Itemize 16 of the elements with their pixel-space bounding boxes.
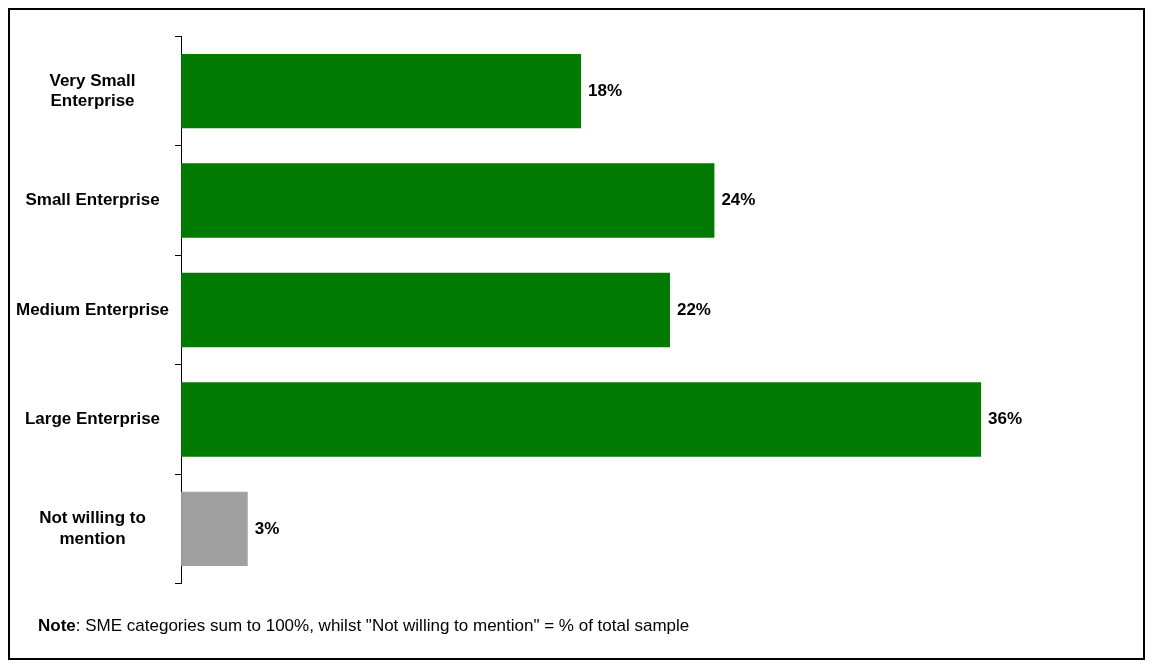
y-tick-label: Small Enterprise (25, 190, 160, 210)
text: Note: SME categories sum to 100%, whilst "Not willing to mention" = % of total sample (38, 616, 690, 635)
y-tick-label: Medium Enterprise (15, 299, 170, 319)
data-label: 22% (676, 299, 711, 319)
bar (181, 272, 670, 348)
y-tick-label: Not willing to mention (39, 508, 146, 548)
data-label: 36% (988, 409, 1023, 429)
bar (181, 53, 582, 129)
data-label: 18% (588, 80, 623, 100)
bar (181, 491, 248, 567)
y-tick-label: Very Small Enterprise (49, 70, 136, 111)
bar (181, 163, 715, 238)
y-tick-label: Large Enterprise (24, 409, 161, 429)
data-label: 24% (721, 190, 756, 210)
bar (181, 382, 982, 457)
data-label: 3% (254, 518, 280, 538)
